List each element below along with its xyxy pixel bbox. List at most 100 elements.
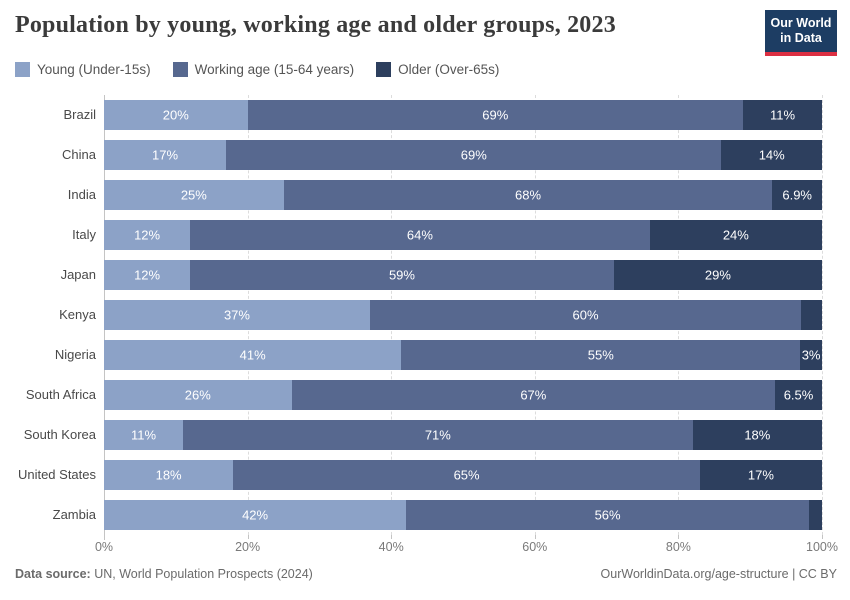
- country-label: China: [62, 147, 96, 162]
- bar-value-label: 24%: [722, 227, 749, 243]
- country-label: India: [67, 187, 96, 202]
- country-label: South Korea: [23, 427, 96, 442]
- bar-segment-older[interactable]: 6.9%: [772, 180, 822, 210]
- country-label: Nigeria: [54, 347, 96, 362]
- bar-segment-young[interactable]: 20%: [104, 100, 248, 130]
- bar-value-label: 25%: [180, 187, 207, 203]
- bar-segment-young[interactable]: 42%: [104, 500, 407, 530]
- bar-value-label: 68%: [515, 187, 542, 203]
- bar-value-label: 3%: [801, 347, 821, 363]
- chart-row: 17% 69% 14%: [104, 135, 822, 175]
- credit-link[interactable]: OurWorldinData.org/age-structure | CC BY: [600, 567, 837, 581]
- x-axis-tick: [104, 535, 105, 539]
- bar-value-label: 6.5%: [783, 387, 814, 403]
- bar-value-label: 56%: [594, 507, 621, 523]
- bar-segment-working-age[interactable]: 67%: [291, 380, 776, 410]
- bar-segment-older[interactable]: 11%: [743, 100, 822, 130]
- bar-segment-older[interactable]: 18%: [692, 420, 822, 450]
- stacked-bar: 41% 55% 3%: [104, 340, 822, 370]
- bar-segment-older[interactable]: [801, 300, 822, 330]
- bar-segment-working-age[interactable]: 55%: [401, 340, 801, 370]
- x-tick-label: 80%: [665, 540, 691, 554]
- legend-label: Older (Over-65s): [398, 62, 500, 77]
- stacked-bar: 17% 69% 14%: [104, 140, 822, 170]
- owid-logo: Our World in Data: [765, 10, 837, 56]
- bar-segment-young[interactable]: 37%: [104, 300, 370, 330]
- legend-label: Young (Under-15s): [37, 62, 151, 77]
- bar-value-label: 29%: [704, 267, 731, 283]
- bars-layer: 20% 69% 11% 17% 69% 14% 25% 68% 6.9% 12% 64% 24% 12%…: [104, 95, 822, 535]
- bar-value-label: 26%: [184, 387, 211, 403]
- stacked-bar: 20% 69% 11%: [104, 100, 822, 130]
- legend-item-1: Working age (15-64 years): [172, 62, 354, 77]
- bar-value-label: 67%: [520, 387, 547, 403]
- bar-value-label: 14%: [758, 147, 785, 163]
- bar-segment-young[interactable]: 41%: [104, 340, 402, 370]
- chart-row: 11% 71% 18%: [104, 415, 822, 455]
- country-label: Kenya: [59, 307, 96, 322]
- owid-logo-line1: Our World: [770, 16, 832, 30]
- bar-segment-young[interactable]: 26%: [104, 380, 292, 410]
- bar-value-label: 60%: [572, 307, 599, 323]
- bar-segment-working-age[interactable]: 60%: [369, 300, 802, 330]
- bar-value-label: 37%: [223, 307, 250, 323]
- bar-segment-older[interactable]: 29%: [613, 260, 822, 290]
- bar-value-label: 17%: [152, 147, 179, 163]
- legend-swatch-icon: [15, 62, 30, 77]
- bar-segment-young[interactable]: 11%: [104, 420, 183, 450]
- bar-value-label: 69%: [460, 147, 487, 163]
- bar-value-label: 55%: [587, 347, 614, 363]
- bar-segment-older[interactable]: 17%: [699, 460, 822, 490]
- bar-value-label: 64%: [406, 227, 433, 243]
- chart-row: 18% 65% 17%: [104, 455, 822, 495]
- x-axis-tick: [247, 535, 249, 539]
- bar-segment-working-age[interactable]: 65%: [233, 460, 700, 490]
- bar-value-label: 12%: [134, 227, 161, 243]
- owid-logo-line2: in Data: [780, 31, 822, 46]
- chart-row: 12% 59% 29%: [104, 255, 822, 295]
- bar-value-label: 59%: [388, 267, 415, 283]
- bar-segment-working-age[interactable]: 71%: [182, 420, 693, 450]
- bar-value-label: 65%: [453, 467, 480, 483]
- stacked-bar: 42% 56%: [104, 500, 822, 530]
- bar-segment-working-age[interactable]: 64%: [190, 220, 650, 250]
- country-label: Brazil: [63, 107, 96, 122]
- bar-segment-young[interactable]: 18%: [104, 460, 234, 490]
- x-axis-tick: [822, 535, 823, 539]
- stacked-bar: 12% 59% 29%: [104, 260, 822, 290]
- chart-row: 26% 67% 6.5%: [104, 375, 822, 415]
- bar-segment-working-age[interactable]: 59%: [190, 260, 614, 290]
- country-label: United States: [17, 467, 96, 482]
- bar-value-label: 6.9%: [782, 187, 812, 203]
- bar-segment-older[interactable]: 3%: [800, 340, 822, 370]
- bar-segment-older[interactable]: [809, 500, 822, 530]
- chart-footer: Data source: UN, World Population Prospe…: [15, 567, 837, 581]
- chart-row: 25% 68% 6.9%: [104, 175, 822, 215]
- bar-segment-working-age[interactable]: 69%: [226, 140, 722, 170]
- page-title: Population by young, working age and old…: [15, 12, 616, 38]
- bar-segment-young[interactable]: 17%: [104, 140, 227, 170]
- bar-segment-working-age[interactable]: 68%: [283, 180, 773, 210]
- bar-value-label: 12%: [134, 267, 161, 283]
- bar-value-label: 11%: [769, 107, 796, 123]
- stacked-bar: 18% 65% 17%: [104, 460, 822, 490]
- bar-segment-older[interactable]: 14%: [721, 140, 822, 170]
- bar-segment-working-age[interactable]: 69%: [247, 100, 743, 130]
- bar-segment-young[interactable]: 12%: [104, 220, 191, 250]
- bar-segment-older[interactable]: 6.5%: [775, 380, 822, 410]
- bar-value-label: 11%: [130, 427, 157, 443]
- legend-swatch-icon: [172, 62, 188, 77]
- data-source-label: Data source:: [15, 567, 91, 581]
- chart-row: 37% 60%: [104, 295, 822, 335]
- chart-legend: Young (Under-15s) Working age (15-64 year…: [15, 62, 499, 77]
- country-label: Zambia: [52, 507, 96, 522]
- bar-value-label: 71%: [424, 427, 451, 443]
- bar-segment-working-age[interactable]: 56%: [406, 500, 810, 530]
- data-source: Data source: UN, World Population Prospe…: [15, 567, 313, 581]
- bar-value-label: 18%: [744, 427, 771, 443]
- bar-segment-young[interactable]: 25%: [104, 180, 284, 210]
- bar-segment-older[interactable]: 24%: [649, 220, 822, 250]
- chart-row: 41% 55% 3%: [104, 335, 822, 375]
- bar-segment-young[interactable]: 12%: [104, 260, 191, 290]
- x-axis-tick: [534, 535, 536, 539]
